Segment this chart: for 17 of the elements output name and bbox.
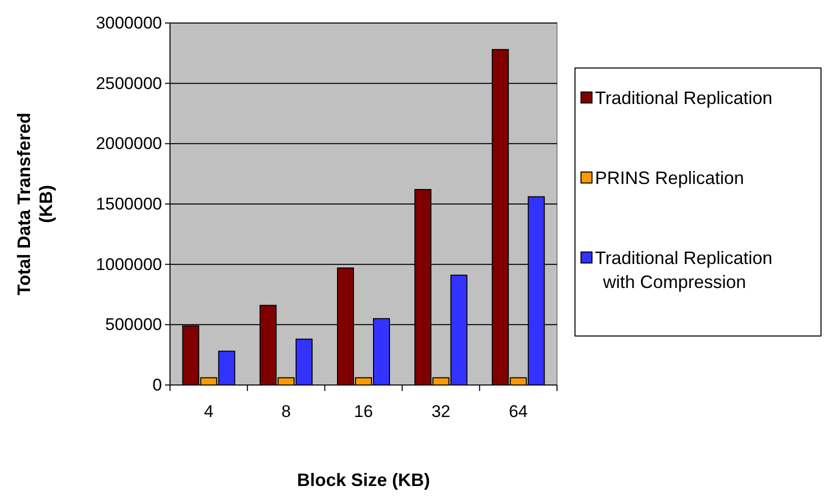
legend-label: Traditional Replication <box>595 88 772 108</box>
y-tick-label: 2500000 <box>96 74 162 93</box>
y-tick-label: 2000000 <box>96 134 162 154</box>
y-axis-title: Total Data Transfered (KB) <box>14 112 56 296</box>
x-axis-title: Block Size (KB) <box>296 470 430 490</box>
y-tick-label: 0 <box>152 376 162 394</box>
legend-label: PRINS Replication <box>595 168 744 188</box>
x-tick-label: 8 <box>281 402 291 421</box>
x-tick-label: 4 <box>204 402 214 421</box>
x-tick-label: 16 <box>354 402 373 421</box>
x-tick-label: 32 <box>431 402 450 421</box>
y-tick-label: 3000000 <box>96 14 162 32</box>
y-tick-label: 1000000 <box>96 254 162 274</box>
y-tick-label: 1500000 <box>96 194 162 214</box>
x-tick-label: 64 <box>508 402 528 421</box>
y-tick-label: 500000 <box>105 315 162 334</box>
legend-label: Traditional Replication with Compression <box>595 248 772 292</box>
